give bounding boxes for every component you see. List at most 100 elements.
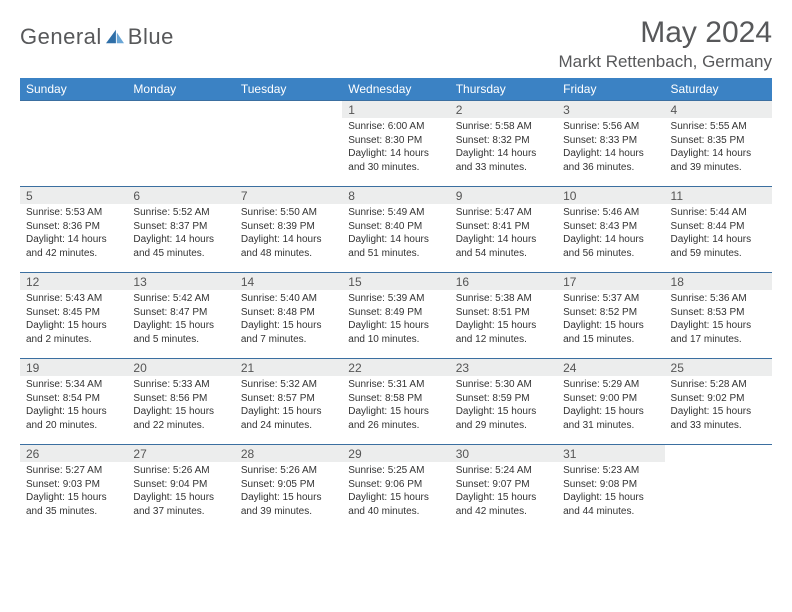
calendar-cell: 17Sunrise: 5:37 AMSunset: 8:52 PMDayligh…: [557, 272, 664, 358]
day-number: 7: [235, 186, 342, 204]
sunset-text: Sunset: 8:37 PM: [133, 220, 228, 234]
day-number: 2: [450, 100, 557, 118]
daylight-text: Daylight: 14 hours and 30 minutes.: [348, 147, 443, 174]
sunrise-text: Sunrise: 5:46 AM: [563, 206, 658, 220]
day-details: Sunrise: 5:43 AMSunset: 8:45 PMDaylight:…: [20, 290, 127, 352]
day-number: 28: [235, 444, 342, 462]
weekday-header: Wednesday: [342, 78, 449, 100]
calendar-cell: 7Sunrise: 5:50 AMSunset: 8:39 PMDaylight…: [235, 186, 342, 272]
day-details: Sunrise: 5:27 AMSunset: 9:03 PMDaylight:…: [20, 462, 127, 524]
day-details: Sunrise: 5:39 AMSunset: 8:49 PMDaylight:…: [342, 290, 449, 352]
calendar-cell: 13Sunrise: 5:42 AMSunset: 8:47 PMDayligh…: [127, 272, 234, 358]
brand-word2: Blue: [128, 24, 174, 50]
daylight-text: Daylight: 15 hours and 40 minutes.: [348, 491, 443, 518]
calendar-cell: 14Sunrise: 5:40 AMSunset: 8:48 PMDayligh…: [235, 272, 342, 358]
calendar-header-row: SundayMondayTuesdayWednesdayThursdayFrid…: [20, 78, 772, 100]
day-cell: 4Sunrise: 5:55 AMSunset: 8:35 PMDaylight…: [665, 100, 772, 186]
day-number: 9: [450, 186, 557, 204]
day-cell: 12Sunrise: 5:43 AMSunset: 8:45 PMDayligh…: [20, 272, 127, 358]
day-number: 6: [127, 186, 234, 204]
day-cell: [235, 100, 342, 186]
day-details: Sunrise: 5:30 AMSunset: 8:59 PMDaylight:…: [450, 376, 557, 438]
day-number: 16: [450, 272, 557, 290]
calendar-cell: 15Sunrise: 5:39 AMSunset: 8:49 PMDayligh…: [342, 272, 449, 358]
sunrise-text: Sunrise: 5:38 AM: [456, 292, 551, 306]
sunset-text: Sunset: 9:07 PM: [456, 478, 551, 492]
sunrise-text: Sunrise: 5:32 AM: [241, 378, 336, 392]
daylight-text: Daylight: 15 hours and 15 minutes.: [563, 319, 658, 346]
sunset-text: Sunset: 9:02 PM: [671, 392, 766, 406]
empty-day: [127, 100, 234, 118]
day-cell: 17Sunrise: 5:37 AMSunset: 8:52 PMDayligh…: [557, 272, 664, 358]
sunset-text: Sunset: 8:57 PM: [241, 392, 336, 406]
calendar-week-row: 26Sunrise: 5:27 AMSunset: 9:03 PMDayligh…: [20, 444, 772, 524]
calendar-cell: 21Sunrise: 5:32 AMSunset: 8:57 PMDayligh…: [235, 358, 342, 444]
calendar-cell: 24Sunrise: 5:29 AMSunset: 9:00 PMDayligh…: [557, 358, 664, 444]
day-details: Sunrise: 5:44 AMSunset: 8:44 PMDaylight:…: [665, 204, 772, 266]
calendar-cell: 12Sunrise: 5:43 AMSunset: 8:45 PMDayligh…: [20, 272, 127, 358]
daylight-text: Daylight: 15 hours and 20 minutes.: [26, 405, 121, 432]
sunrise-text: Sunrise: 5:27 AM: [26, 464, 121, 478]
day-cell: 29Sunrise: 5:25 AMSunset: 9:06 PMDayligh…: [342, 444, 449, 524]
day-number: 26: [20, 444, 127, 462]
daylight-text: Daylight: 15 hours and 17 minutes.: [671, 319, 766, 346]
day-cell: 1Sunrise: 6:00 AMSunset: 8:30 PMDaylight…: [342, 100, 449, 186]
daylight-text: Daylight: 15 hours and 24 minutes.: [241, 405, 336, 432]
daylight-text: Daylight: 14 hours and 36 minutes.: [563, 147, 658, 174]
sunrise-text: Sunrise: 5:23 AM: [563, 464, 658, 478]
day-details: Sunrise: 5:40 AMSunset: 8:48 PMDaylight:…: [235, 290, 342, 352]
daylight-text: Daylight: 15 hours and 29 minutes.: [456, 405, 551, 432]
sunrise-text: Sunrise: 5:28 AM: [671, 378, 766, 392]
day-cell: [20, 100, 127, 186]
day-cell: 24Sunrise: 5:29 AMSunset: 9:00 PMDayligh…: [557, 358, 664, 444]
day-cell: 7Sunrise: 5:50 AMSunset: 8:39 PMDaylight…: [235, 186, 342, 272]
sunset-text: Sunset: 9:04 PM: [133, 478, 228, 492]
sunset-text: Sunset: 9:05 PM: [241, 478, 336, 492]
day-cell: 19Sunrise: 5:34 AMSunset: 8:54 PMDayligh…: [20, 358, 127, 444]
day-number: 5: [20, 186, 127, 204]
daylight-text: Daylight: 14 hours and 54 minutes.: [456, 233, 551, 260]
daylight-text: Daylight: 15 hours and 33 minutes.: [671, 405, 766, 432]
day-details: Sunrise: 5:49 AMSunset: 8:40 PMDaylight:…: [342, 204, 449, 266]
calendar-cell: 25Sunrise: 5:28 AMSunset: 9:02 PMDayligh…: [665, 358, 772, 444]
day-details: Sunrise: 5:42 AMSunset: 8:47 PMDaylight:…: [127, 290, 234, 352]
header: General Blue May 2024 Markt Rettenbach, …: [20, 16, 772, 72]
day-details: Sunrise: 5:58 AMSunset: 8:32 PMDaylight:…: [450, 118, 557, 180]
day-details: Sunrise: 5:26 AMSunset: 9:04 PMDaylight:…: [127, 462, 234, 524]
sunset-text: Sunset: 8:54 PM: [26, 392, 121, 406]
day-details: Sunrise: 5:28 AMSunset: 9:02 PMDaylight:…: [665, 376, 772, 438]
day-cell: 27Sunrise: 5:26 AMSunset: 9:04 PMDayligh…: [127, 444, 234, 524]
day-details: Sunrise: 5:29 AMSunset: 9:00 PMDaylight:…: [557, 376, 664, 438]
sunrise-text: Sunrise: 5:26 AM: [133, 464, 228, 478]
sunrise-text: Sunrise: 5:42 AM: [133, 292, 228, 306]
day-number: 11: [665, 186, 772, 204]
sunset-text: Sunset: 8:33 PM: [563, 134, 658, 148]
sunrise-text: Sunrise: 5:44 AM: [671, 206, 766, 220]
day-number: 18: [665, 272, 772, 290]
sunrise-text: Sunrise: 5:29 AM: [563, 378, 658, 392]
day-number: 29: [342, 444, 449, 462]
day-details: Sunrise: 5:50 AMSunset: 8:39 PMDaylight:…: [235, 204, 342, 266]
sunrise-text: Sunrise: 5:36 AM: [671, 292, 766, 306]
daylight-text: Daylight: 14 hours and 45 minutes.: [133, 233, 228, 260]
day-details: Sunrise: 5:55 AMSunset: 8:35 PMDaylight:…: [665, 118, 772, 180]
day-number: 8: [342, 186, 449, 204]
sunset-text: Sunset: 8:51 PM: [456, 306, 551, 320]
sunset-text: Sunset: 8:43 PM: [563, 220, 658, 234]
sunset-text: Sunset: 8:30 PM: [348, 134, 443, 148]
calendar-week-row: 12Sunrise: 5:43 AMSunset: 8:45 PMDayligh…: [20, 272, 772, 358]
day-cell: 21Sunrise: 5:32 AMSunset: 8:57 PMDayligh…: [235, 358, 342, 444]
daylight-text: Daylight: 15 hours and 35 minutes.: [26, 491, 121, 518]
daylight-text: Daylight: 14 hours and 42 minutes.: [26, 233, 121, 260]
daylight-text: Daylight: 15 hours and 44 minutes.: [563, 491, 658, 518]
sunrise-text: Sunrise: 6:00 AM: [348, 120, 443, 134]
calendar-cell: 6Sunrise: 5:52 AMSunset: 8:37 PMDaylight…: [127, 186, 234, 272]
day-cell: 2Sunrise: 5:58 AMSunset: 8:32 PMDaylight…: [450, 100, 557, 186]
day-cell: 22Sunrise: 5:31 AMSunset: 8:58 PMDayligh…: [342, 358, 449, 444]
sunrise-text: Sunrise: 5:50 AM: [241, 206, 336, 220]
sail-icon: [104, 28, 126, 46]
title-block: May 2024 Markt Rettenbach, Germany: [558, 16, 772, 72]
day-number: 25: [665, 358, 772, 376]
daylight-text: Daylight: 15 hours and 26 minutes.: [348, 405, 443, 432]
calendar-cell: [127, 100, 234, 186]
